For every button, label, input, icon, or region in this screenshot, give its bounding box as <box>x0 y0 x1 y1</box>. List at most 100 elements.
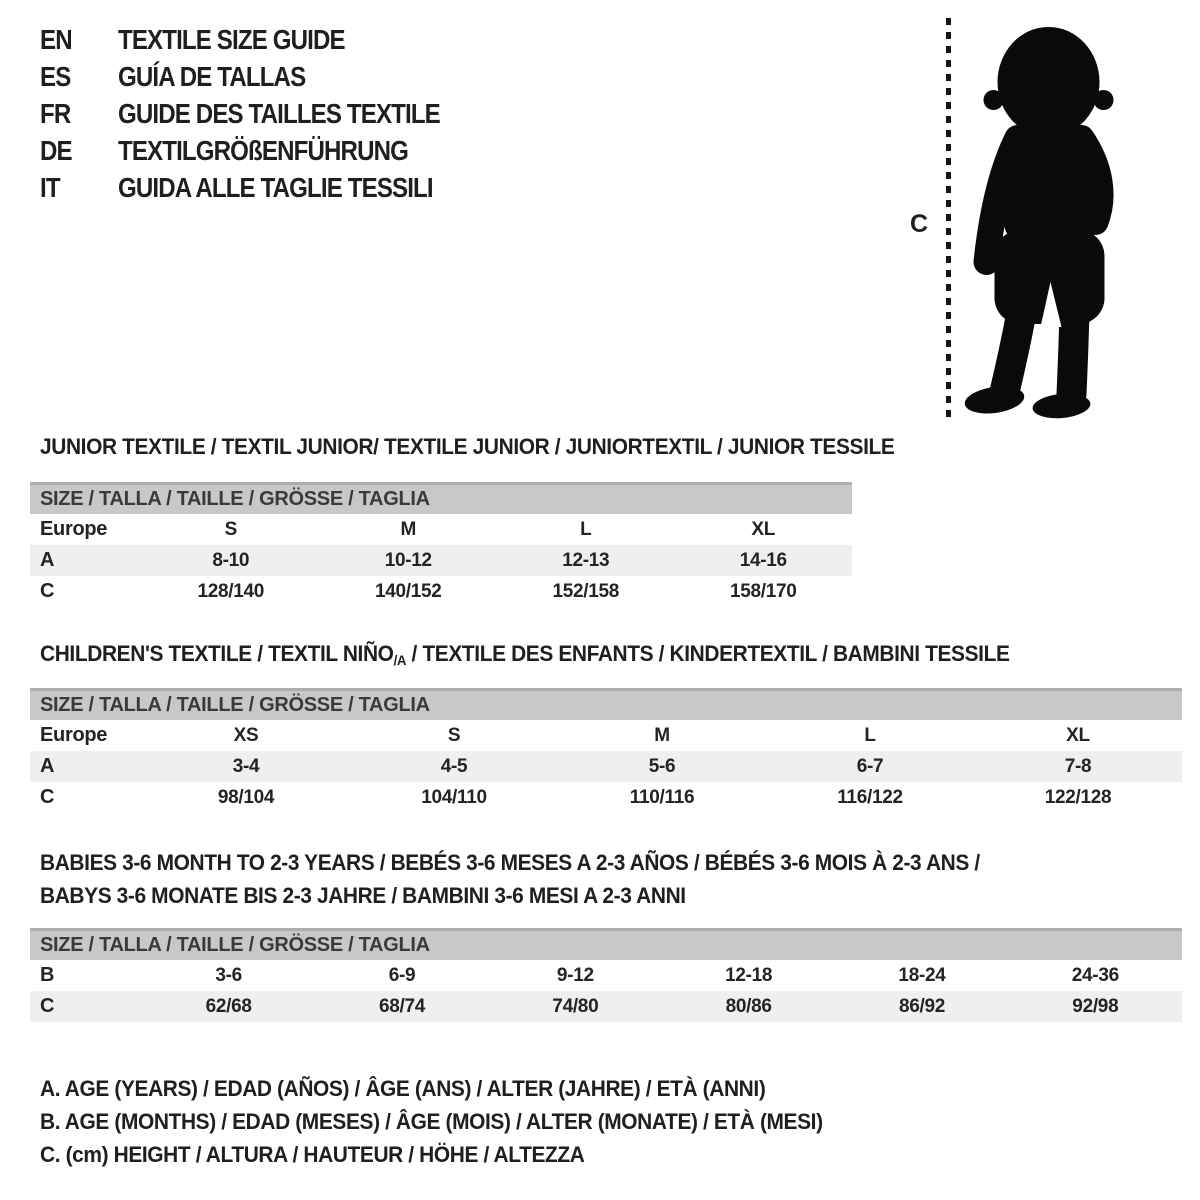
table-cell: S <box>447 724 461 746</box>
table-cell: 12-13 <box>562 549 610 571</box>
language-code: FR <box>40 98 118 130</box>
row-label: Europe <box>40 518 108 540</box>
children-section-title-text: CHILDREN'S TEXTILE / TEXTIL NIÑO/A / TEX… <box>40 641 1010 669</box>
table-cell: S <box>224 518 238 540</box>
table-row-europe: Europe XS S M L XL <box>30 720 1182 751</box>
table-cell: 3-6 <box>215 964 242 986</box>
table-row-months: B 3-6 6-9 9-12 12-18 18-24 24-36 <box>30 960 1182 991</box>
table-row-age: A 3-4 4-5 5-6 6-7 7-8 <box>30 751 1182 782</box>
table-cell: 80/86 <box>725 995 772 1017</box>
table-cell: 152/158 <box>552 580 620 602</box>
language-code-text: EN <box>40 24 73 55</box>
height-measure-line <box>946 18 951 418</box>
measure-label-c: C <box>910 210 929 238</box>
language-code: IT <box>40 172 118 204</box>
table-cell: XL <box>751 518 776 540</box>
table-cell: 122/128 <box>1044 786 1112 808</box>
table-cell: 98/104 <box>217 786 275 808</box>
language-code-text: DE <box>40 135 73 166</box>
table-cell: 10-12 <box>384 549 432 571</box>
size-header-row: SIZE / TALLA / TAILLE / GRÖSSE / TAGLIA <box>30 482 852 514</box>
toddler-silhouette-icon <box>964 27 1114 419</box>
size-header: SIZE / TALLA / TAILLE / GRÖSSE / TAGLIA <box>30 688 1182 720</box>
table-cell: 6-9 <box>388 964 416 986</box>
table-row-europe: Europe S M L XL <box>30 514 852 545</box>
table-cell: 12-18 <box>725 964 773 986</box>
language-label: TEXTILGRÖßENFÜHRUNG <box>118 135 409 166</box>
junior-size-table: SIZE / TALLA / TAILLE / GRÖSSE / TAGLIA … <box>30 482 852 607</box>
language-header-block: EN TEXTILE SIZE GUIDE ES GUÍA DE TALLAS … <box>40 24 492 209</box>
babies-title-line1: BABIES 3-6 MONTH TO 2-3 YEARS / BEBÉS 3-… <box>40 850 980 875</box>
size-header-row: SIZE / TALLA / TAILLE / GRÖSSE / TAGLIA <box>30 688 1182 720</box>
language-row: FR GUIDE DES TAILLES TEXTILE <box>40 98 492 135</box>
table-cell: 6-7 <box>856 755 884 777</box>
language-row: EN TEXTILE SIZE GUIDE <box>40 24 492 61</box>
language-label: TEXTILE SIZE GUIDE <box>118 24 346 55</box>
children-section-title: CHILDREN'S TEXTILE / TEXTIL NIÑO/A / TEX… <box>40 641 1061 669</box>
language-code-text: FR <box>40 98 71 129</box>
legend-line-a: A. AGE (YEARS) / EDAD (AÑOS) / ÂGE (ANS)… <box>40 1072 864 1105</box>
table-row-age: A 8-10 10-12 12-13 14-16 <box>30 545 852 576</box>
size-header: SIZE / TALLA / TAILLE / GRÖSSE / TAGLIA <box>30 928 1182 960</box>
babies-size-table: SIZE / TALLA / TAILLE / GRÖSSE / TAGLIA … <box>30 928 1182 1022</box>
legend-block: A. AGE (YEARS) / EDAD (AÑOS) / ÂGE (ANS)… <box>40 1072 864 1171</box>
size-header-row: SIZE / TALLA / TAILLE / GRÖSSE / TAGLIA <box>30 928 1182 960</box>
legend-line-b-text: B. AGE (MONTHS) / EDAD (MESES) / ÂGE (MO… <box>40 1109 823 1134</box>
table-cell: M <box>400 518 417 540</box>
table-cell: L <box>864 724 876 746</box>
legend-line-b: B. AGE (MONTHS) / EDAD (MESES) / ÂGE (MO… <box>40 1105 864 1138</box>
table-cell: 86/92 <box>898 995 945 1017</box>
table-cell: 8-10 <box>212 549 250 571</box>
language-row: IT GUIDA ALLE TAGLIE TESSILI <box>40 172 492 209</box>
row-label: B <box>40 964 55 986</box>
row-label: A <box>40 549 55 571</box>
size-header: SIZE / TALLA / TAILLE / GRÖSSE / TAGLIA <box>30 482 852 514</box>
children-title-rest: / TEXTILE DES ENFANTS / KINDERTEXTIL / B… <box>406 641 1010 666</box>
table-cell: XL <box>1066 724 1090 746</box>
table-cell: 62/68 <box>205 995 252 1017</box>
children-title-main: CHILDREN'S TEXTILE / TEXTIL NIÑO <box>40 641 394 666</box>
row-label: C <box>40 786 55 808</box>
babies-title-line2: BABYS 3-6 MONATE BIS 2-3 JAHRE / BAMBINI… <box>40 883 686 908</box>
table-cell: XS <box>233 724 259 746</box>
babies-section-title: BABIES 3-6 MONTH TO 2-3 YEARS / BEBÉS 3-… <box>40 846 1029 912</box>
row-label: A <box>40 755 55 777</box>
junior-section-title-text: JUNIOR TEXTILE / TEXTIL JUNIOR/ TEXTILE … <box>40 434 895 459</box>
language-code: ES <box>40 61 118 93</box>
language-code-text: IT <box>40 172 61 203</box>
table-cell: 110/116 <box>629 786 695 808</box>
table-cell: 116/122 <box>837 786 903 808</box>
table-cell: 128/140 <box>197 580 265 602</box>
legend-line-c-text: C. (cm) HEIGHT / ALTURA / HAUTEUR / HÖHE… <box>40 1142 585 1167</box>
table-cell: 4-5 <box>440 755 468 777</box>
table-cell: 104/110 <box>421 786 487 808</box>
children-size-table: SIZE / TALLA / TAILLE / GRÖSSE / TAGLIA … <box>30 688 1182 813</box>
table-cell: 24-36 <box>1071 964 1119 986</box>
table-cell: 5-6 <box>648 755 676 777</box>
table-cell: 74/80 <box>552 995 599 1017</box>
table-cell: 3-4 <box>232 755 260 777</box>
table-cell: 14-16 <box>739 549 787 571</box>
junior-section-title: JUNIOR TEXTILE / TEXTIL JUNIOR/ TEXTILE … <box>40 434 939 459</box>
table-cell: 158/170 <box>729 580 797 602</box>
legend-line-c: C. (cm) HEIGHT / ALTURA / HAUTEUR / HÖHE… <box>40 1138 864 1171</box>
language-label: GUIDA ALLE TAGLIE TESSILI <box>118 172 434 203</box>
table-row-height: C 128/140 140/152 152/158 158/170 <box>30 576 852 607</box>
language-label: GUÍA DE TALLAS <box>118 61 306 92</box>
language-row: ES GUÍA DE TALLAS <box>40 61 492 98</box>
table-cell: M <box>654 724 670 746</box>
table-cell: 92/98 <box>1072 995 1119 1017</box>
table-row-height: C 98/104 104/110 110/116 116/122 122/128 <box>30 782 1182 813</box>
language-code: DE <box>40 135 118 167</box>
language-code-text: ES <box>40 61 71 92</box>
row-label: C <box>40 995 55 1017</box>
legend-line-a-text: A. AGE (YEARS) / EDAD (AÑOS) / ÂGE (ANS)… <box>40 1076 766 1101</box>
table-cell: 9-12 <box>556 964 594 986</box>
language-label: GUIDE DES TAILLES TEXTILE <box>118 98 441 129</box>
row-label: Europe <box>40 724 108 746</box>
table-cell: 140/152 <box>374 580 442 602</box>
table-cell: 18-24 <box>898 964 946 986</box>
row-label: C <box>40 580 55 602</box>
table-cell: 68/74 <box>378 995 426 1017</box>
language-code: EN <box>40 24 118 56</box>
